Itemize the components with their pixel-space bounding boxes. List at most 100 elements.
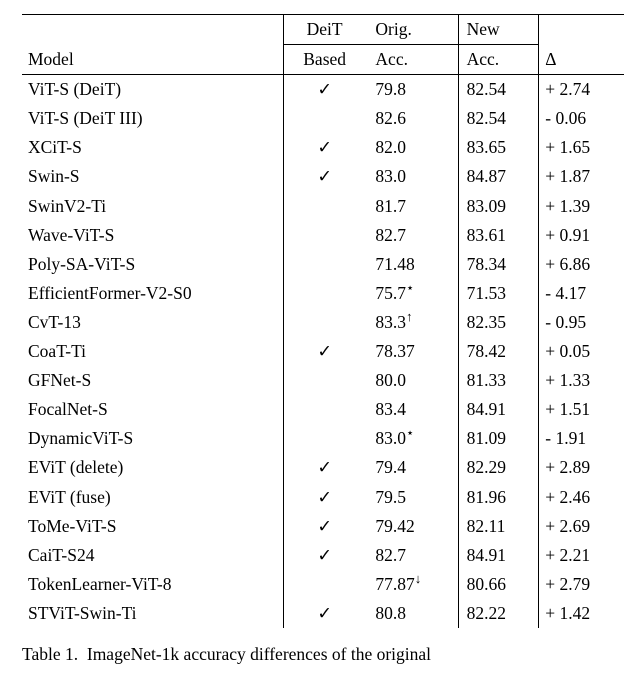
orig-acc-value: 82.0	[375, 137, 406, 157]
cell-delta: + 2.46	[539, 483, 624, 512]
cell-orig-acc: 82.0	[365, 133, 458, 162]
cell-orig-acc: 79.8	[365, 75, 458, 105]
table-row: TokenLearner-ViT-877.87↓80.66+ 2.79	[22, 570, 624, 599]
table-row: SwinV2-Ti81.783.09+ 1.39	[22, 192, 624, 221]
table-row: EViT (fuse) ✓ 79.5 81.96+ 2.46	[22, 483, 624, 512]
col-header-new-l2: Acc.	[458, 45, 539, 75]
table-row: XCiT-S✓82.083.65+ 1.65	[22, 133, 624, 162]
cell-new-acc: 82.29	[458, 453, 539, 482]
cell-model: FocalNet-S	[22, 395, 283, 424]
orig-acc-value: 79.5	[375, 487, 406, 507]
cell-orig-acc: 82.7	[365, 221, 458, 250]
orig-acc-value: 78.37	[375, 341, 414, 361]
cell-model: EViT (delete)	[22, 453, 283, 482]
cell-model: EViT (fuse)	[22, 483, 283, 512]
cell-delta: + 1.51	[539, 395, 624, 424]
cell-deit-based	[283, 308, 365, 337]
orig-acc-mark: ⋆	[406, 425, 414, 440]
cell-deit-based: ✓	[283, 512, 365, 541]
orig-acc-value: 83.4	[375, 399, 406, 419]
table-row: CoaT-Ti✓78.3778.42+ 0.05	[22, 337, 624, 366]
check-icon: ✓	[317, 79, 332, 99]
orig-acc-value: 82.6	[375, 108, 406, 128]
check-icon: ✓	[317, 457, 332, 477]
table-row: CvT-1383.3↑82.35- 0.95	[22, 308, 624, 337]
col-header-new-l1: New	[458, 15, 539, 45]
orig-acc-value: 80.0	[375, 370, 406, 390]
orig-acc-value: 82.7	[375, 545, 406, 565]
table-row: GFNet-S80.081.33+ 1.33	[22, 366, 624, 395]
table-row: DynamicViT-S83.0⋆81.09- 1.91	[22, 424, 624, 453]
col-header-orig-l1: Orig.	[365, 15, 458, 45]
orig-acc-value: 81.7	[375, 196, 406, 216]
cell-delta: - 4.17	[539, 279, 624, 308]
cell-model: STViT-Swin-Ti	[22, 599, 283, 628]
cell-deit-based	[283, 395, 365, 424]
check-icon: ✓	[317, 341, 332, 361]
cell-orig-acc: 79.4	[365, 453, 458, 482]
check-icon: ✓	[317, 545, 332, 565]
cell-new-acc: 84.91	[458, 395, 539, 424]
cell-new-acc: 83.09	[458, 192, 539, 221]
cell-model: ViT-S (DeiT III)	[22, 104, 283, 133]
orig-acc-value: 80.8	[375, 603, 406, 623]
cell-deit-based: ✓	[283, 453, 365, 482]
cell-delta: + 1.33	[539, 366, 624, 395]
cell-delta: + 0.05	[539, 337, 624, 366]
cell-deit-based	[283, 104, 365, 133]
check-icon: ✓	[317, 166, 332, 186]
cell-new-acc: 81.96	[458, 483, 539, 512]
check-icon: ✓	[317, 603, 332, 623]
cell-new-acc: 81.09	[458, 424, 539, 453]
col-header-model: Model	[22, 15, 283, 75]
table-row: Poly-SA-ViT-S71.4878.34+ 6.86	[22, 250, 624, 279]
cell-orig-acc: 83.4	[365, 395, 458, 424]
cell-orig-acc: 71.48	[365, 250, 458, 279]
orig-acc-value: 83.3	[375, 312, 406, 332]
results-table: Model DeiT Orig. New Δ Based Acc. Acc. V…	[22, 14, 624, 628]
cell-model: ViT-S (DeiT)	[22, 75, 283, 105]
col-header-delta: Δ	[539, 15, 624, 75]
cell-orig-acc: 80.0	[365, 366, 458, 395]
cell-deit-based: ✓	[283, 162, 365, 191]
cell-delta: + 0.91	[539, 221, 624, 250]
orig-acc-mark: ↑	[406, 309, 413, 324]
check-icon: ✓	[317, 487, 332, 507]
cell-model: Swin-S	[22, 162, 283, 191]
cell-new-acc: 82.11	[458, 512, 539, 541]
table-row: Wave-ViT-S82.783.61+ 0.91	[22, 221, 624, 250]
cell-model: CoaT-Ti	[22, 337, 283, 366]
cell-deit-based: ✓	[283, 133, 365, 162]
table-caption: Table 1. ImageNet-1k accuracy difference…	[22, 644, 624, 665]
cell-new-acc: 80.66	[458, 570, 539, 599]
cell-orig-acc: 78.37	[365, 337, 458, 366]
cell-deit-based	[283, 570, 365, 599]
cell-new-acc: 84.91	[458, 541, 539, 570]
cell-delta: + 1.39	[539, 192, 624, 221]
cell-model: ToMe-ViT-S	[22, 512, 283, 541]
cell-deit-based	[283, 279, 365, 308]
cell-orig-acc: 81.7	[365, 192, 458, 221]
cell-new-acc: 82.54	[458, 75, 539, 105]
cell-delta: + 2.89	[539, 453, 624, 482]
cell-new-acc: 81.33	[458, 366, 539, 395]
cell-delta: + 2.69	[539, 512, 624, 541]
cell-orig-acc: 83.0⋆	[365, 424, 458, 453]
cell-delta: + 2.21	[539, 541, 624, 570]
cell-deit-based	[283, 221, 365, 250]
cell-deit-based	[283, 192, 365, 221]
table-row: STViT-Swin-Ti✓80.882.22+ 1.42	[22, 599, 624, 628]
cell-orig-acc: 83.3↑	[365, 308, 458, 337]
orig-acc-value: 75.7	[375, 283, 406, 303]
cell-delta: + 6.86	[539, 250, 624, 279]
cell-orig-acc: 80.8	[365, 599, 458, 628]
cell-new-acc: 82.54	[458, 104, 539, 133]
cell-model: CvT-13	[22, 308, 283, 337]
cell-delta: + 2.79	[539, 570, 624, 599]
cell-delta: + 1.42	[539, 599, 624, 628]
cell-delta: - 1.91	[539, 424, 624, 453]
table-row: CaiT-S24✓82.784.91+ 2.21	[22, 541, 624, 570]
col-header-orig-l2: Acc.	[365, 45, 458, 75]
cell-delta: + 1.65	[539, 133, 624, 162]
cell-delta: + 2.74	[539, 75, 624, 105]
